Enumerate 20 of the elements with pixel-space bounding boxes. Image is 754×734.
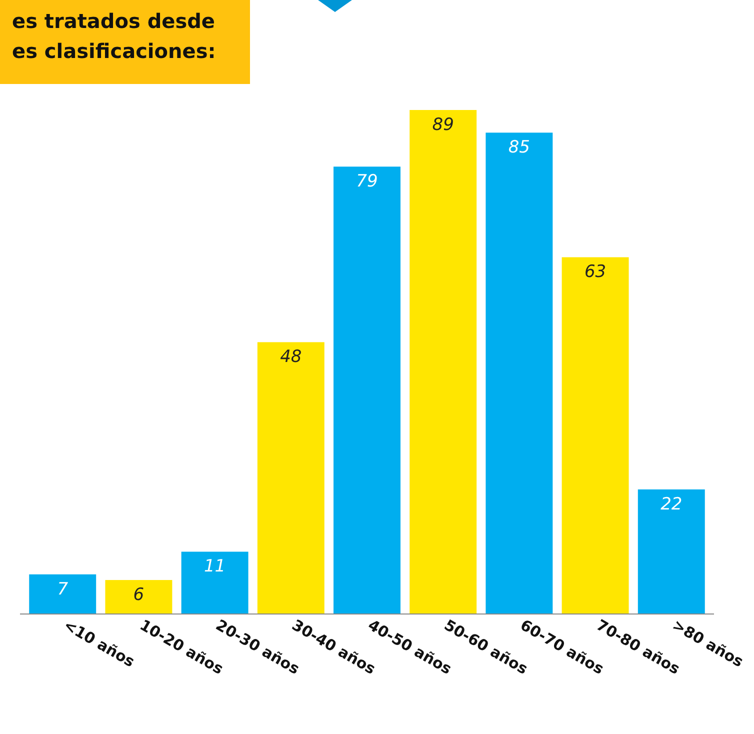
data-label: 7: [57, 579, 68, 600]
bar: [410, 110, 477, 614]
data-label: 11: [204, 556, 226, 577]
data-label: 85: [508, 138, 530, 158]
x-tick-label: <10 años: [60, 616, 138, 671]
data-label: 79: [356, 172, 378, 192]
bar: [638, 489, 705, 614]
bar: [29, 574, 96, 614]
chart-title: es tratados desde es clasificaciones:: [12, 9, 216, 63]
data-label: 6: [133, 585, 144, 606]
bar: [486, 132, 553, 614]
bar: [334, 166, 400, 614]
bar: [257, 342, 324, 614]
data-label: 89: [432, 115, 454, 135]
data-label: 48: [280, 347, 302, 368]
bar: [562, 257, 629, 614]
data-label: 22: [660, 494, 682, 514]
bar: [181, 552, 248, 614]
bar: [105, 580, 172, 614]
data-label: 63: [584, 262, 606, 282]
